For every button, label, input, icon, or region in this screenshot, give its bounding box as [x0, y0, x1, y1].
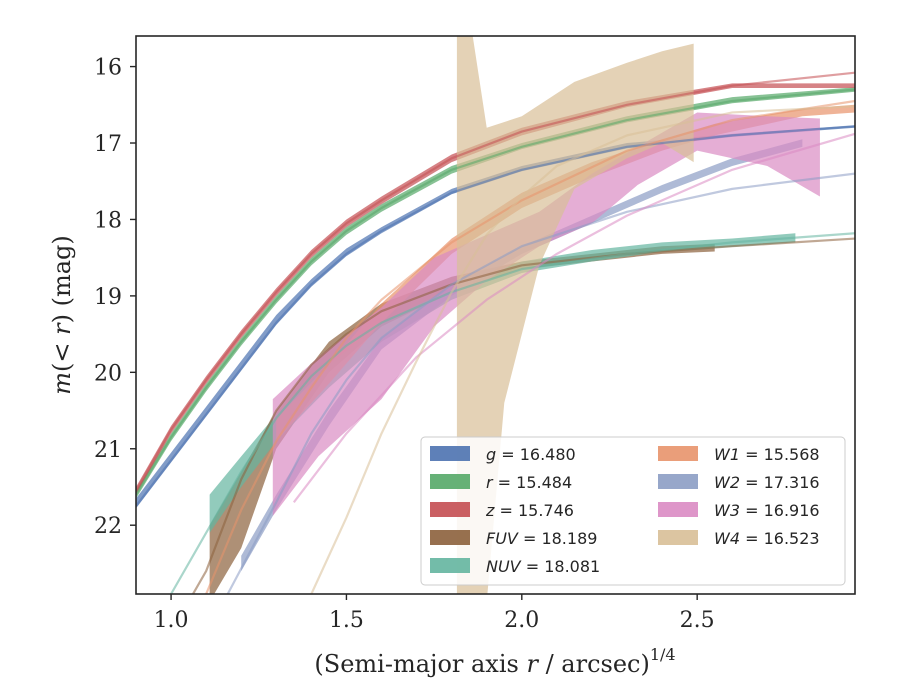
band-r: [136, 87, 855, 499]
legend-label-w2: W2 = 17.316: [714, 473, 820, 492]
y-tick-label: 22: [94, 514, 122, 539]
y-axis-label-var: m: [48, 372, 76, 395]
x-axis-label-sup: 1/4: [650, 645, 676, 664]
model-z: [136, 71, 855, 492]
x-tick-label: 2.0: [504, 608, 539, 633]
legend-label-nuv: NUV = 18.081: [486, 557, 600, 576]
y-axis-label-rest2: ) (mag): [48, 235, 76, 323]
legend-label-w4: W4 = 16.523: [714, 529, 820, 548]
legend-swatch-w4: [658, 530, 698, 545]
x-tick-label: 1.5: [329, 608, 364, 633]
x-tick-label: 2.5: [680, 608, 715, 633]
model-w3: [292, 132, 855, 503]
legend-swatch-w2: [658, 474, 698, 489]
legend: g = 16.480 r = 15.484 z = 15.746 FUV = 18.1…: [420, 436, 846, 586]
legend-label-g: g = 16.480: [486, 445, 576, 464]
legend-label-z: z = 15.746: [485, 501, 574, 520]
x-tick-label: 1.0: [154, 608, 189, 633]
legend-label-r: r = 15.484: [486, 473, 572, 492]
band-w4: [456, 36, 694, 594]
legend-swatch-w1: [658, 446, 698, 461]
y-tick-label: 21: [94, 438, 122, 463]
legend-frame: [420, 436, 846, 586]
legend-swatch-fuv: [430, 530, 470, 545]
model-w1: [205, 99, 855, 594]
series-layer: [136, 36, 855, 594]
y-axis-label: m(< r) (mag): [48, 235, 76, 395]
x-axis-label-main: (Semi-major axis: [314, 650, 526, 678]
model-r: [136, 88, 855, 496]
model-g: [136, 125, 855, 507]
legend-label-fuv: FUV = 18.189: [486, 529, 597, 548]
legend-swatch-g: [430, 446, 470, 461]
y-tick-label: 19: [94, 285, 122, 310]
legend-swatch-r: [430, 474, 470, 489]
legend-swatch-nuv: [430, 558, 470, 573]
band-w3: [272, 112, 820, 517]
model-w2: [226, 172, 855, 594]
y-tick-label: 16: [94, 56, 122, 81]
x-axis-label-var: r: [526, 650, 539, 678]
legend-swatch-w3: [658, 502, 698, 517]
y-tick-label: 20: [94, 361, 122, 386]
x-axis-label-rest: / arcsec): [538, 650, 650, 678]
legend-label-w3: W3 = 16.916: [714, 501, 820, 520]
legend-swatch-z: [430, 502, 470, 517]
model-nuv: [170, 232, 855, 594]
model-w4: [310, 105, 855, 594]
legend-label-w1: W1 = 15.568: [714, 445, 820, 464]
ticks-layer: 1.0 1.5 2.0 2.5 16 17 18 19 20 21 22: [94, 56, 715, 633]
x-axis-label: (Semi-major axis r / arcsec)1/4: [314, 645, 675, 678]
band-g: [136, 125, 855, 509]
y-tick-label: 17: [94, 132, 122, 157]
y-tick-label: 18: [94, 208, 122, 233]
y-axis-label-rest1: (<: [48, 335, 76, 372]
plot-frame: [135, 35, 856, 595]
y-axis-label-var2: r: [48, 322, 76, 335]
